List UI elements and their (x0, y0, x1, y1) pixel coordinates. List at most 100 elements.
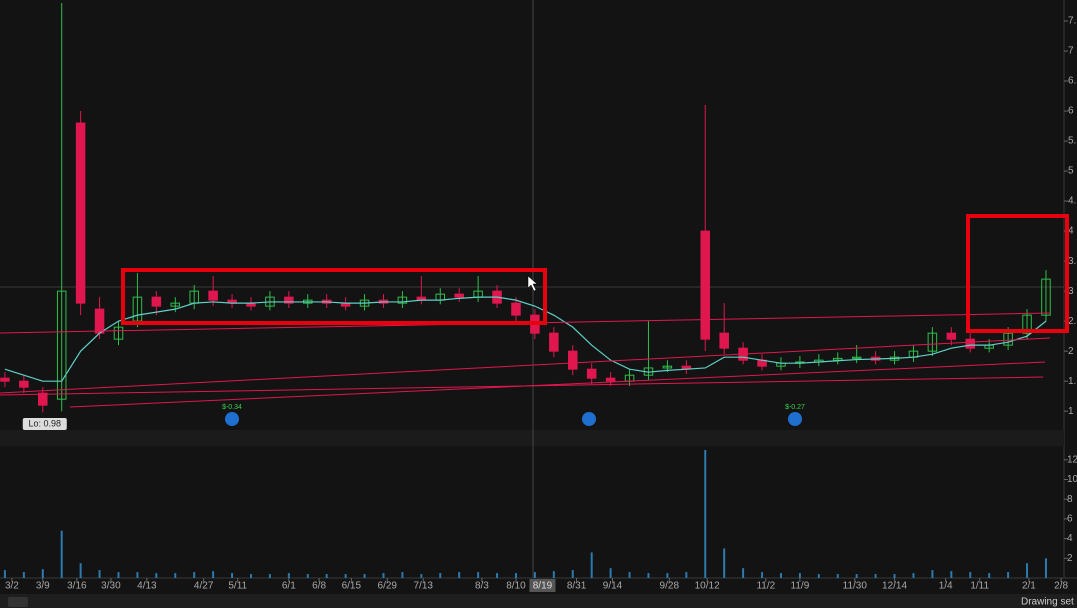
x-tick-label: 1/4 (939, 581, 953, 592)
low-label: Lo: 0.98 (29, 418, 62, 428)
x-tick-label: 10/12 (695, 581, 720, 592)
candle-body (851, 356, 862, 359)
volume-bar (798, 573, 801, 578)
volume-tick-label: 6 (1067, 514, 1073, 525)
x-tick-label: 11/30 (843, 581, 868, 592)
volume-tick-label: 4 (1067, 533, 1073, 544)
trendline (0, 337, 1051, 394)
volume-bar (704, 449, 707, 578)
volume-bar (552, 571, 555, 578)
volume-bar (742, 568, 745, 578)
candle-body (0, 377, 10, 382)
x-tick-label: 2/8 (1054, 581, 1068, 592)
candle-body (946, 332, 957, 340)
x-tick-label: 7/13 (413, 581, 433, 592)
x-tick-label: 6/29 (378, 581, 398, 592)
volume-bar (325, 574, 328, 578)
candle-body (719, 332, 729, 349)
earnings-label: $-0.34 (222, 404, 242, 411)
candle-body (700, 230, 711, 340)
volume-bar (249, 574, 252, 578)
mouse-cursor (527, 275, 538, 292)
volume-bar (174, 573, 177, 578)
x-tick-label: 6/1 (282, 581, 296, 592)
volume-bar (268, 574, 271, 578)
x-tick-label: 12/14 (882, 581, 907, 592)
candle-body (1022, 314, 1032, 334)
x-tick-label: 9/14 (603, 581, 623, 592)
candle-body (549, 332, 559, 352)
volume-tick-label: 10 (1067, 474, 1077, 485)
volume-bar (382, 573, 385, 578)
candle-body (965, 338, 976, 349)
crosshair-date-box (529, 579, 556, 592)
volume-bar (98, 570, 101, 578)
y-tick-label: 4 (1068, 226, 1074, 237)
event-icon (582, 412, 596, 426)
volume-bar (893, 574, 896, 578)
y-tick-label: 3.5 (1068, 256, 1077, 267)
candle-body (38, 392, 48, 406)
candle-body (75, 122, 86, 304)
volume-bar (60, 530, 63, 578)
candle-body (1041, 278, 1051, 316)
x-tick-label: 3/16 (67, 581, 87, 592)
y-tick-label: 3 (1068, 286, 1074, 297)
volume-bar (155, 573, 158, 578)
x-tick-label: 4/13 (137, 581, 157, 592)
volume-bar (439, 573, 442, 578)
x-tick-label: 2/1 (1022, 581, 1036, 592)
low-label-box (22, 418, 67, 430)
earnings-icon (788, 412, 802, 426)
volume-bar (571, 570, 574, 578)
moving-average (4, 296, 1047, 382)
collapse-button[interactable] (8, 597, 28, 607)
x-tick-label: 3/2 (5, 581, 19, 592)
candle-body (208, 290, 218, 301)
volume-bar (1007, 572, 1010, 578)
y-tick-label: 6 (1068, 106, 1074, 117)
volume-bar (761, 572, 764, 578)
volume-tick-label: 2 (1067, 553, 1073, 564)
earnings-icon (225, 412, 239, 426)
drawing-set[interactable]: Drawing set (1021, 597, 1074, 608)
volume-bar (496, 573, 499, 578)
x-tick-label: 5/11 (228, 581, 247, 592)
volume-bar (363, 574, 366, 578)
x-tick-label: 11/9 (791, 581, 810, 592)
volume-bar (590, 552, 593, 578)
volume-bar (79, 563, 82, 578)
volume-bar (231, 573, 234, 578)
volume-tick-label: 12 (1067, 454, 1077, 465)
panel-divider (0, 430, 1064, 446)
volume-tick-label: 8 (1067, 494, 1073, 505)
x-tick-label: 3/9 (36, 581, 50, 592)
candle-body (586, 368, 597, 379)
volume-bar (779, 573, 782, 578)
highlight-box (966, 214, 1069, 333)
volume-bar (212, 571, 215, 578)
volume-bar (193, 572, 196, 578)
x-tick-label: 6/8 (312, 581, 326, 592)
x-tick-label: 11/2 (756, 581, 775, 592)
volume-bar (41, 569, 44, 578)
volume-bar (533, 572, 536, 578)
x-tick-label: 3/30 (101, 581, 121, 592)
volume-bar (458, 572, 461, 578)
volume-bar (666, 573, 669, 578)
x-tick-label: 9/28 (660, 581, 680, 592)
candle-body (56, 290, 67, 400)
volume-bar (477, 572, 480, 578)
y-tick-label: 5 (1068, 166, 1074, 177)
crosshair-date: 8/19 (533, 581, 553, 592)
volume-bar (817, 574, 820, 578)
y-tick-label: 2.5 (1068, 316, 1077, 327)
x-tick-label: 6/15 (342, 581, 362, 592)
candle-body (94, 308, 105, 334)
highlight-box (121, 268, 547, 325)
candle-body (113, 326, 124, 340)
volume-bar (420, 574, 423, 578)
candle-body (1003, 332, 1013, 346)
earnings-label: $-0.27 (785, 404, 805, 411)
volume-bar (1026, 563, 1029, 578)
